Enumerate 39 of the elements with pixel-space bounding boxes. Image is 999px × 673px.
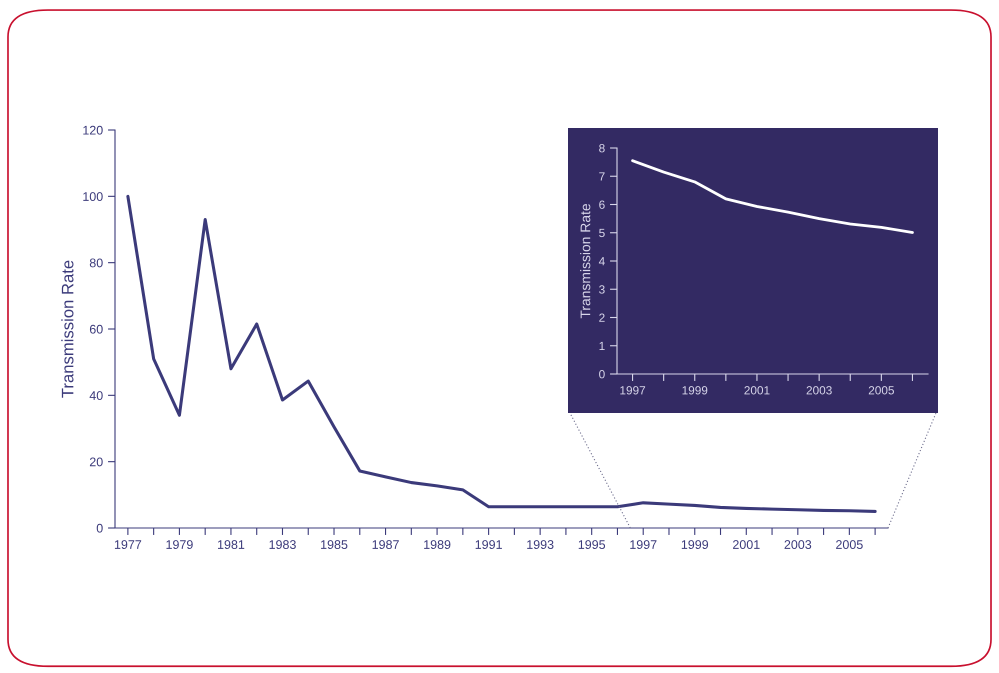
x-tick-label: 2001 — [733, 540, 760, 549]
x-tick-label: 1999 — [682, 540, 708, 549]
y-tick-label: 0 — [599, 370, 605, 378]
y-tick-label: 7 — [599, 172, 605, 181]
x-tick-label: 1997 — [630, 540, 656, 549]
y-tick-label: 8 — [599, 144, 605, 152]
y-tick-label: 40 — [90, 391, 103, 400]
y-tick-label: 3 — [599, 285, 605, 294]
y-tick-label: 5 — [599, 228, 605, 238]
x-tick-label: 1997 — [620, 386, 646, 394]
x-tick-label: 1995 — [578, 540, 606, 549]
x-tick-label: 2001 — [744, 386, 770, 394]
x-tick-label: 1999 — [682, 386, 708, 394]
y-tick-label: 2 — [599, 314, 605, 322]
x-tick-label: 1991 — [476, 540, 502, 549]
y-tick-label: 1 — [600, 342, 605, 350]
y-tick-label: 60 — [90, 324, 103, 334]
x-tick-label: 2003 — [806, 386, 832, 394]
line-series — [631, 159, 914, 234]
x-tick-label: 2005 — [836, 540, 863, 549]
y-axis-title: Transmission Rate — [61, 260, 74, 398]
y-tick-label: 4 — [598, 257, 605, 266]
y-tick-label: 120 — [83, 126, 103, 135]
x-tick-label: 1979 — [166, 540, 193, 549]
y-axis-title: Transmission Rate — [580, 204, 590, 318]
y-tick-label: 80 — [90, 258, 103, 268]
x-tick-label: 2003 — [784, 540, 812, 549]
y-tick-label: 20 — [90, 457, 103, 466]
y-tick-label: 6 — [599, 200, 605, 209]
x-tick-label: 1985 — [321, 540, 348, 549]
x-tick-label: 1989 — [424, 540, 450, 549]
x-tick-label: 1993 — [527, 540, 554, 549]
x-tick-label: 1987 — [372, 540, 399, 549]
x-tick-label: 2005 — [868, 386, 894, 394]
y-tick-label: 100 — [83, 192, 103, 201]
x-tick-label: 1983 — [270, 540, 296, 549]
x-tick-label: 1977 — [114, 540, 142, 549]
y-tick-label: 0 — [96, 524, 103, 533]
x-tick-label: 1981 — [218, 540, 244, 549]
